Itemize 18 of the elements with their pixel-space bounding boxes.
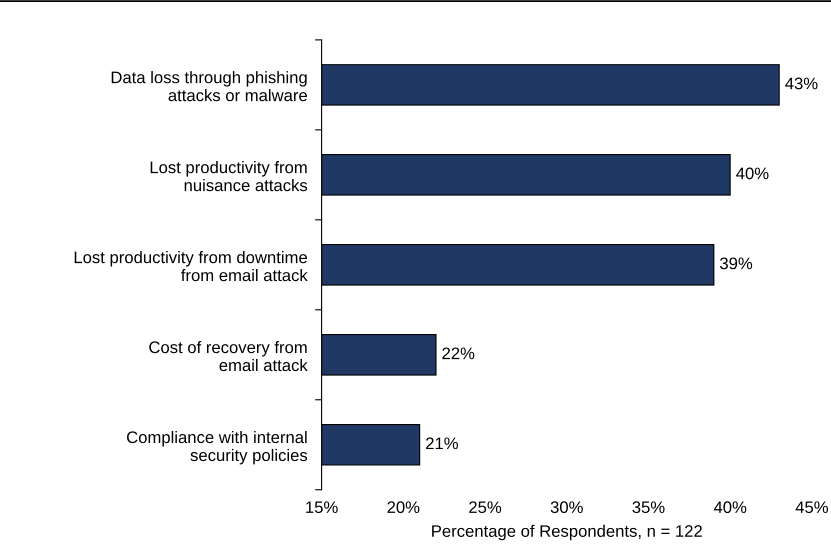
x-tick-label: 35% [632,501,665,514]
y-tick-label: Lost productivity from nuisance attacks [150,161,308,192]
data-label: 40% [736,168,768,180]
x-tick-label: 20% [387,501,420,514]
y-tick-label: Compliance with internal security policies [126,430,308,464]
x-tick-label: 15% [306,501,338,514]
x-tick-label: 30% [550,501,583,514]
x-tick-label: 25% [469,501,502,514]
x-tick-label: 40% [714,501,746,514]
y-tick-label: Lost productivity from downtime from email attack [74,251,308,282]
data-label: 22% [442,347,474,360]
x-tick-label: 45% [796,501,828,514]
y-tick-label: Cost of recovery from email attack [149,340,308,372]
y-tick-label: Data loss through phishing attacks or malware [112,71,307,102]
data-label: 39% [720,257,752,270]
x-axis-title: Percentage of Respondents, n = 122 [432,524,702,540]
data-label: 43% [785,78,818,90]
data-label: 21% [426,437,458,450]
